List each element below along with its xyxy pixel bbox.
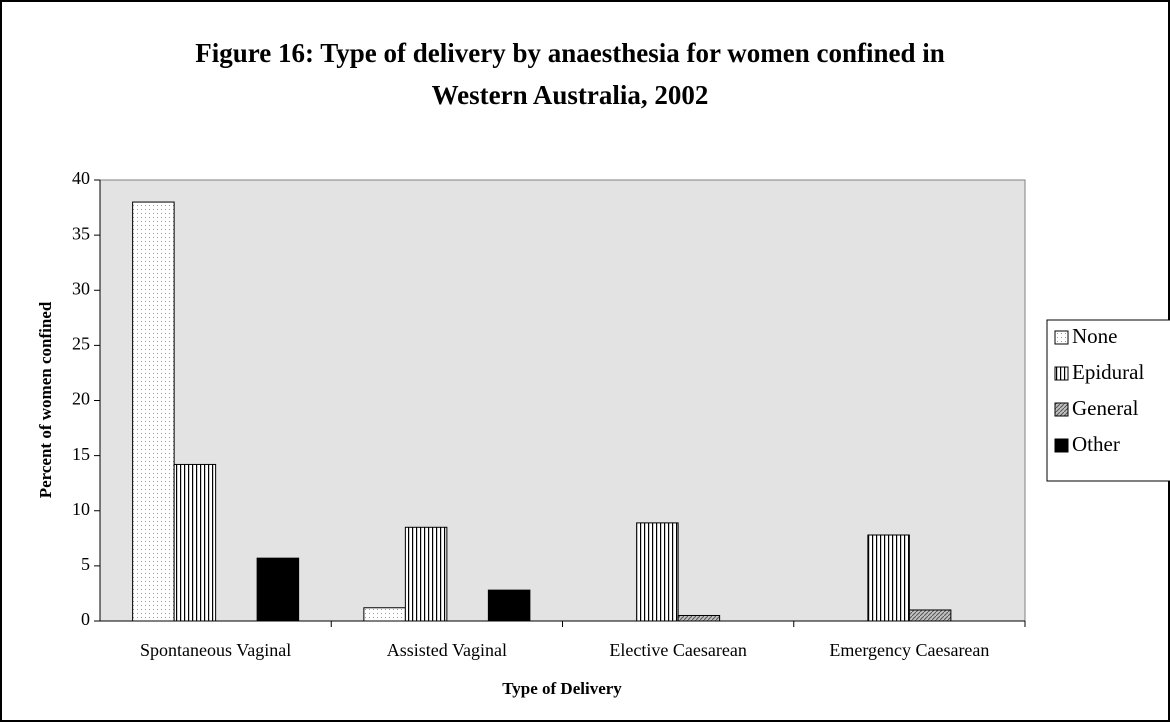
legend-swatch [1054, 366, 1069, 381]
x-tick-label: Emergency Caesarean [829, 640, 989, 660]
legend-label: General [1072, 396, 1139, 420]
y-axis-label: Percent of women confined [36, 301, 55, 498]
y-tick-label: 20 [72, 389, 90, 409]
y-tick-label: 15 [72, 444, 90, 464]
bar [404, 526, 448, 622]
legend-label: None [1072, 324, 1118, 348]
y-tick-label: 40 [72, 168, 90, 188]
chart-title: Western Australia, 2002 [432, 80, 709, 110]
y-tick-label: 5 [81, 554, 90, 574]
y-tick-label: 25 [72, 334, 90, 354]
y-tick-label: 30 [72, 278, 90, 298]
y-tick-label: 0 [81, 609, 90, 629]
x-tick-label: Elective Caesarean [609, 640, 746, 660]
bar [132, 201, 175, 622]
bar [867, 534, 910, 622]
legend-swatch [1054, 438, 1069, 453]
bar [677, 614, 721, 622]
bar [908, 609, 952, 622]
y-tick-label: 35 [72, 223, 90, 243]
legend-box [1046, 319, 1170, 482]
bar [256, 557, 300, 622]
legend-swatch [1054, 402, 1069, 417]
legend-label: Epidural [1072, 360, 1144, 384]
bar [487, 589, 531, 622]
bar [363, 607, 406, 622]
x-axis-label: Type of Delivery [502, 679, 622, 698]
x-tick-label: Assisted Vaginal [387, 640, 507, 660]
chart-title: Figure 16: Type of delivery by anaesthes… [195, 38, 945, 68]
y-tick-label: 10 [72, 499, 90, 519]
bar [636, 522, 679, 622]
bar [173, 463, 217, 622]
legend-label: Other [1072, 432, 1120, 456]
x-tick-label: Spontaneous Vaginal [140, 640, 291, 660]
legend-swatch [1054, 330, 1069, 345]
